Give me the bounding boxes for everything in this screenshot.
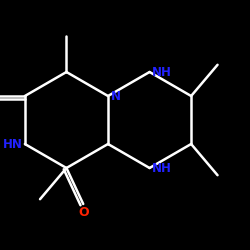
Text: HN: HN (2, 138, 22, 150)
Text: NH: NH (152, 66, 172, 78)
Text: O: O (78, 206, 88, 219)
Text: NH: NH (152, 162, 172, 174)
Text: N: N (110, 90, 120, 102)
